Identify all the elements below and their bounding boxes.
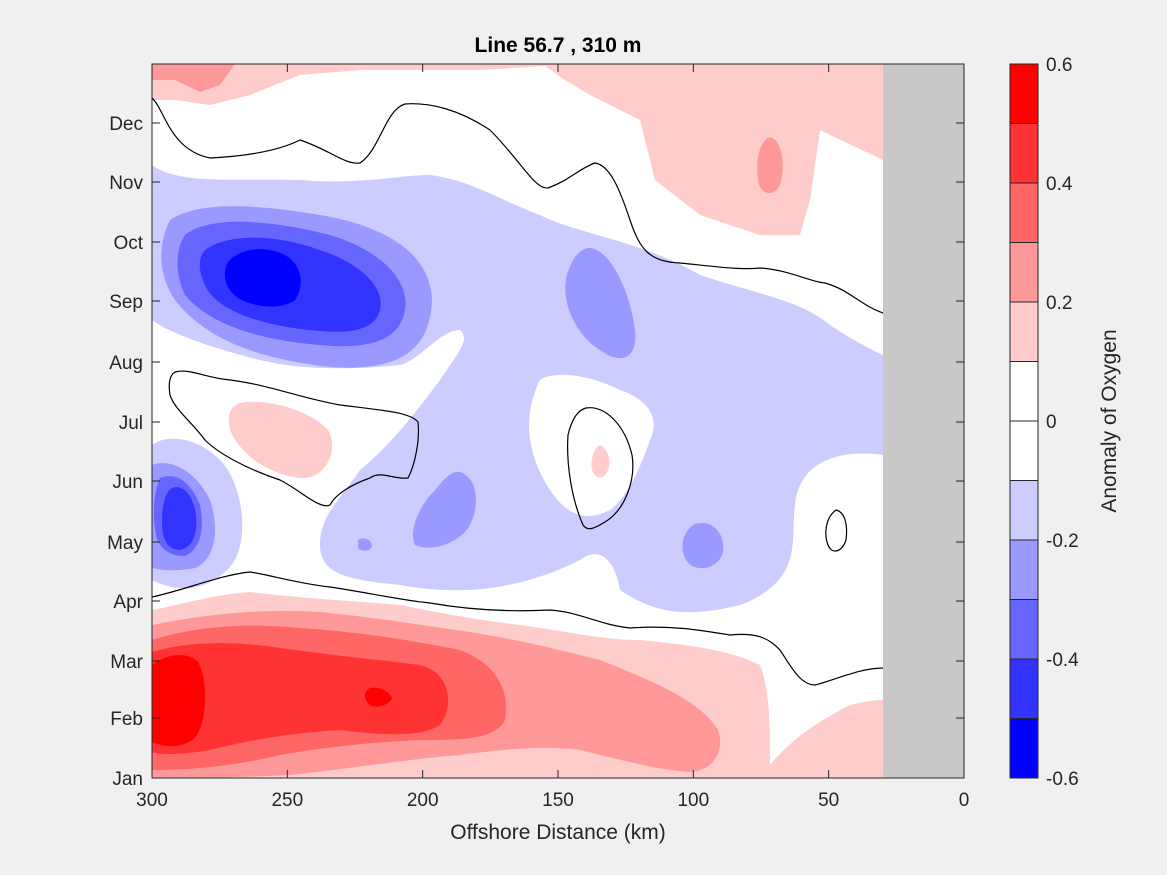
colorbar-tick-label: -0.2	[1046, 531, 1079, 552]
y-tick-label: Apr	[113, 592, 143, 613]
y-tick-label: Dec	[109, 114, 143, 135]
contour-pos-nov-spot	[757, 137, 783, 194]
contour-pos-dec	[152, 64, 883, 235]
colorbar-segment	[1009, 123, 1039, 184]
contour-pos-winter-5	[152, 654, 206, 747]
y-tick-label: Jun	[112, 472, 143, 493]
y-tick-label: May	[107, 533, 143, 554]
y-tick-label: Nov	[109, 173, 143, 194]
x-tick-label: 150	[542, 790, 574, 811]
colorbar-tick-label: 0.4	[1046, 174, 1073, 195]
contour-pos-feb-dot	[364, 687, 392, 707]
colorbar-tick-label: -0.6	[1046, 769, 1079, 790]
plot-area	[151, 63, 965, 779]
zero-contour-jun	[567, 407, 634, 530]
contour-neg-autumn-5	[224, 249, 301, 307]
colorbar-segment	[1009, 480, 1039, 541]
y-tick-label: Jan	[112, 769, 143, 790]
contour-pos-jul	[228, 401, 333, 479]
x-tick-label: 100	[677, 790, 709, 811]
y-tick-label: Mar	[110, 652, 143, 673]
x-axis: 300 250 200 150 100 50 0	[136, 64, 969, 811]
x-tick-label: 0	[959, 790, 970, 811]
y-tick-label: Oct	[113, 233, 143, 254]
colorbar-segment	[1009, 599, 1039, 660]
colorbar-segment	[1009, 242, 1039, 303]
zero-contour-lines	[152, 97, 883, 686]
contour-pos-winter-4	[152, 643, 449, 755]
colorbar-tick-label: 0.2	[1046, 293, 1072, 314]
colorbar-segment	[1009, 63, 1039, 124]
colorbar-segment	[1009, 182, 1039, 243]
contour-fill	[152, 64, 883, 778]
colorbar-segment	[1009, 301, 1039, 362]
colorbar-segment	[1009, 361, 1039, 422]
y-tick-label: Aug	[109, 353, 143, 374]
contour-neg-may-dot	[358, 538, 372, 551]
colorbar-segment	[1009, 658, 1039, 719]
zero-contour-apr	[152, 571, 883, 686]
contour-neg-may-spot	[412, 471, 476, 548]
colorbar-label: Anomaly of Oxygen	[1098, 329, 1121, 512]
zero-contour-may	[825, 509, 848, 552]
no-data-region	[883, 64, 964, 778]
y-tick-label: Sep	[109, 292, 143, 313]
x-axis-label: Offshore Distance (km)	[450, 821, 666, 844]
colorbar: 0.6 0.4 0.2 0 -0.2 -0.4 -0.6	[1009, 55, 1079, 790]
zero-contour-jul	[168, 370, 420, 507]
x-tick-label: 250	[271, 790, 303, 811]
y-axis: Jan Feb Mar Apr May Jun Jul Aug Sep Oct Nov Dec	[107, 114, 964, 790]
contour-neg-sep-spot	[565, 248, 636, 359]
colorbar-segment	[1009, 718, 1039, 779]
x-tick-label: 200	[407, 790, 439, 811]
colorbar-segment	[1009, 539, 1039, 600]
y-tick-label: Feb	[110, 709, 143, 730]
contour-pos-dec-2	[152, 64, 235, 92]
x-tick-label: 50	[818, 790, 839, 811]
colorbar-tick-label: 0.6	[1046, 55, 1072, 76]
contour-neg-may-4	[162, 487, 197, 550]
x-tick-label: 300	[136, 790, 168, 811]
y-tick-label: Jul	[119, 413, 143, 434]
contour-pos-jun-dot	[591, 445, 610, 478]
colorbar-segment	[1009, 420, 1039, 481]
chart-title: Line 56.7 , 310 m	[475, 34, 642, 57]
contour-neg-may-spot-2	[682, 522, 724, 569]
zero-contour-dec	[152, 97, 883, 314]
contour-neg-autumn-hole	[529, 374, 654, 516]
colorbar-tick-label: 0	[1046, 412, 1057, 433]
colorbar-tick-label: -0.4	[1046, 650, 1079, 671]
